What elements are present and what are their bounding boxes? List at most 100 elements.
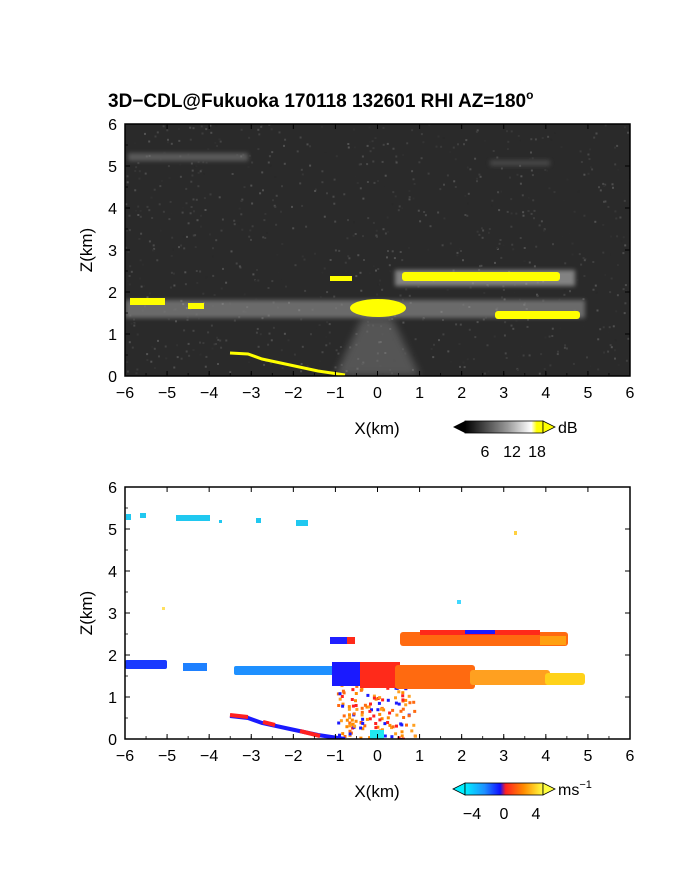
noise-speck [321, 181, 324, 184]
vel-speck-b [457, 600, 461, 604]
noise-speck [134, 189, 137, 192]
x-tick-label: 4 [541, 748, 550, 765]
noise-speck [332, 195, 335, 198]
noise-speck [143, 285, 146, 287]
noise-speck [179, 163, 182, 166]
noise-speck [612, 325, 615, 328]
vel-lower-right-orange [395, 665, 475, 689]
vel-mid-layer-blue [465, 630, 495, 634]
noise-speck [598, 186, 600, 189]
noise-speck [202, 173, 205, 176]
noise-speck [209, 193, 212, 196]
noise-speck [627, 337, 630, 340]
snr-upper-layer [128, 153, 248, 161]
noise-speck [277, 271, 280, 274]
noise-speck [185, 187, 188, 190]
noise-speck [583, 275, 586, 277]
velocity-point [363, 703, 367, 707]
noise-speck [424, 214, 427, 217]
x-tick-label: 1 [415, 748, 424, 765]
noise-speck [197, 171, 200, 174]
noise-speck [564, 262, 567, 265]
noise-speck [625, 290, 628, 292]
noise-speck [359, 271, 362, 274]
velocity-point [348, 721, 352, 725]
noise-speck [211, 347, 214, 350]
title-degree: o [526, 88, 533, 102]
noise-speck [498, 209, 501, 212]
noise-speck [189, 138, 192, 141]
noise-speck [305, 225, 308, 228]
noise-speck [240, 200, 243, 202]
noise-speck [622, 252, 625, 255]
velocity-point [354, 699, 357, 703]
noise-speck [563, 346, 566, 349]
noise-speck [420, 133, 423, 136]
noise-speck [476, 177, 479, 180]
noise-speck [148, 140, 151, 143]
noise-speck [172, 272, 175, 275]
velocity-point [391, 708, 395, 712]
noise-speck [408, 294, 411, 297]
noise-speck [195, 198, 198, 201]
noise-speck [303, 258, 306, 261]
noise-speck [267, 343, 270, 346]
noise-speck [126, 175, 129, 178]
snr-noise [125, 124, 630, 376]
noise-speck [624, 302, 627, 305]
noise-speck [205, 161, 208, 164]
noise-speck [181, 211, 184, 214]
velocity-point [407, 714, 411, 718]
noise-speck [156, 131, 159, 134]
noise-speck [137, 205, 140, 208]
noise-speck [284, 138, 287, 141]
noise-speck [180, 244, 183, 247]
noise-speck [220, 346, 223, 349]
x-tick-label: −5 [158, 748, 176, 765]
snr-lower-left2 [188, 303, 204, 309]
noise-speck [627, 131, 629, 134]
noise-speck [196, 219, 199, 222]
noise-speck [354, 175, 357, 178]
noise-speck [541, 137, 544, 139]
x-tick-label: −2 [284, 748, 302, 765]
x-tick-label: 0 [373, 385, 382, 402]
velocity-point [413, 709, 417, 713]
velocity-point [412, 723, 416, 727]
velocity-point [376, 708, 380, 712]
noise-speck [268, 124, 271, 126]
noise-speck [241, 228, 244, 231]
noise-speck [412, 197, 415, 200]
noise-speck [616, 144, 619, 147]
noise-speck [274, 205, 277, 208]
noise-speck [260, 125, 263, 128]
noise-speck [540, 353, 543, 356]
noise-speck [373, 181, 376, 184]
noise-speck [623, 312, 626, 315]
noise-speck [176, 344, 179, 347]
noise-speck [268, 332, 271, 335]
noise-speck [602, 326, 605, 329]
noise-speck [582, 298, 585, 301]
noise-speck [557, 350, 559, 353]
noise-speck [229, 371, 232, 374]
noise-speck [233, 319, 236, 322]
noise-speck [170, 142, 173, 145]
velocity-point [367, 705, 371, 709]
noise-speck [422, 318, 424, 321]
noise-speck [439, 188, 442, 191]
x-tick-label: 0 [373, 748, 382, 765]
noise-speck [442, 333, 445, 336]
noise-speck [243, 293, 246, 296]
velocity-point [386, 686, 390, 690]
velocity-point [345, 718, 349, 722]
noise-speck [483, 291, 486, 294]
noise-speck [616, 294, 619, 297]
noise-speck [440, 335, 443, 337]
vel-colorbar-tick: −4 [463, 806, 481, 823]
noise-speck [568, 232, 571, 235]
velocity-point [350, 718, 354, 722]
noise-speck [248, 154, 251, 157]
noise-speck [292, 227, 295, 230]
noise-speck [411, 170, 414, 173]
